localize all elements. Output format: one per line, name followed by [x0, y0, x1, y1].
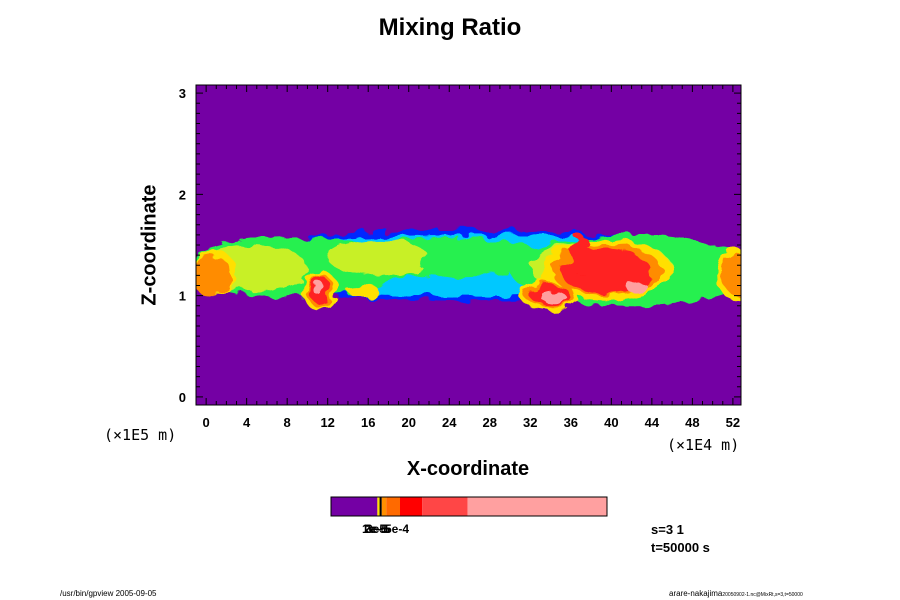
- colorbar-segment-6: [422, 497, 468, 516]
- info-t: t=50000 s: [651, 540, 710, 555]
- colorbar-segment-4: [386, 497, 400, 516]
- mixing-ratio-field: [196, 229, 741, 311]
- field-pink-2: [313, 280, 324, 296]
- x-tick-label: 0: [203, 415, 210, 430]
- footer-right-main: arare-nakajima: [669, 589, 723, 598]
- colorbar-segment-5: [400, 497, 423, 516]
- colorbar-segment-0: [331, 497, 378, 516]
- field-red-4: [570, 234, 592, 276]
- chart-title: Mixing Ratio: [378, 14, 522, 41]
- colorbar-label-2: 2e-5: [364, 522, 389, 536]
- x-axis-label: X-coordinate: [406, 458, 530, 480]
- footer-left: /usr/bin/gpview 2005-09-05: [60, 589, 157, 598]
- footer-right-small: 20050902-1.nc@MixRt,s=3,t=50000: [722, 592, 803, 598]
- colorbar: [330, 496, 608, 517]
- colorbar-segment-1: [377, 497, 380, 516]
- footer-right: arare-nakajima20050902-1.nc@MixRt,s=3,t=…: [669, 589, 803, 598]
- field-pink-1: [540, 290, 566, 303]
- x-tick-label: 36: [564, 415, 578, 430]
- colorbar-segment-7: [467, 497, 607, 516]
- x-tick-label: 28: [483, 415, 497, 430]
- colorbar-label-4: 5e-4: [385, 522, 410, 536]
- x-scale-note: (×1E4 m): [667, 436, 740, 454]
- field-yellowgreen-2: [327, 239, 429, 276]
- x-tick-label: 12: [320, 415, 334, 430]
- y-tick-label: 1: [179, 289, 186, 304]
- x-tick-label: 32: [523, 415, 537, 430]
- x-tick-label: 44: [645, 415, 660, 430]
- x-tick-label: 20: [401, 415, 415, 430]
- y-scale-note: (×1E5 m): [104, 426, 177, 444]
- field-pink-3: [626, 280, 647, 294]
- info-s: s=3 1: [651, 522, 684, 537]
- colorbar-label-1: 1e-5: [362, 522, 387, 536]
- colorbar-label-3: 3e-5: [366, 522, 391, 536]
- x-tick-label: 16: [361, 415, 375, 430]
- colorbar-segment-2: [379, 497, 382, 516]
- field-orange-5: [722, 255, 741, 296]
- x-tick-label: 40: [604, 415, 618, 430]
- field-yellow-3: [347, 283, 379, 298]
- colorbar-segment-3: [381, 497, 387, 516]
- y-tick-label: 0: [179, 390, 186, 405]
- y-tick-label: 2: [179, 187, 186, 202]
- x-tick-label: 8: [284, 415, 291, 430]
- y-tick-label: 3: [179, 86, 186, 101]
- colorbar-frame: [330, 496, 608, 517]
- field-orange-1: [196, 255, 232, 296]
- x-tick-label: 48: [685, 415, 699, 430]
- x-tick-label: 52: [726, 415, 740, 430]
- x-tick-label: 24: [442, 415, 457, 430]
- x-tick-label: 4: [243, 415, 251, 430]
